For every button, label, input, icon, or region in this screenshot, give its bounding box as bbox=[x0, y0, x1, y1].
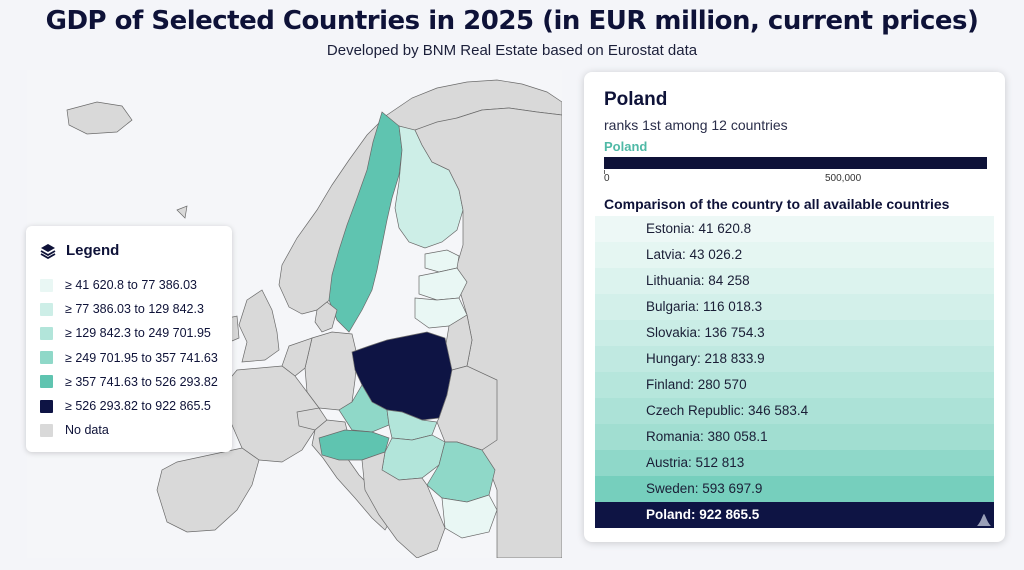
legend-box: Legend ≥ 41 620.8 to 77 386.03 ≥ 77 386.0… bbox=[26, 226, 232, 452]
country-latvia[interactable] bbox=[418, 267, 468, 301]
comparison-row[interactable]: Poland: 922 865.5 bbox=[595, 502, 994, 528]
legend-label: ≥ 249 701.95 to 357 741.63 bbox=[65, 350, 218, 365]
country-sweden[interactable] bbox=[328, 111, 403, 333]
legend-title: Legend bbox=[66, 242, 120, 259]
legend-swatch bbox=[40, 278, 53, 292]
page-title: GDP of Selected Countries in 2025 (in EU… bbox=[45, 6, 979, 36]
region-balkans bbox=[361, 451, 446, 558]
comparison-list[interactable]: Estonia: 41 620.8 Latvia: 43 026.2 Lithuan… bbox=[595, 216, 994, 528]
bar-label: Poland bbox=[604, 139, 648, 154]
legend-item: ≥ 41 620.8 to 77 386.03 bbox=[40, 278, 197, 292]
country-germany bbox=[304, 331, 358, 411]
country-info-panel: Poland ranks 1st among 12 countries Pola… bbox=[584, 72, 1005, 542]
legend-label: ≥ 526 293.82 to 922 865.5 bbox=[65, 399, 211, 413]
comparison-row[interactable]: Finland: 280 570 bbox=[595, 372, 994, 398]
island-svalbard bbox=[176, 205, 188, 219]
country-bulgaria[interactable] bbox=[441, 494, 498, 539]
comparison-row[interactable]: Hungary: 218 833.9 bbox=[595, 346, 994, 372]
comparison-row[interactable]: Bulgaria: 116 018.3 bbox=[595, 294, 994, 320]
country-uk bbox=[238, 289, 280, 363]
legend-label: No data bbox=[65, 423, 109, 438]
country-denmark bbox=[314, 301, 338, 333]
comparison-row[interactable]: Czech Republic: 346 583.4 bbox=[595, 398, 994, 424]
comparison-row[interactable]: Estonia: 41 620.8 bbox=[595, 216, 994, 242]
comparison-title: Comparison of the country to all availab… bbox=[604, 196, 950, 212]
country-spain bbox=[156, 447, 260, 533]
legend-swatch bbox=[40, 302, 53, 316]
legend-swatch bbox=[40, 375, 53, 389]
country-benelux bbox=[281, 337, 313, 377]
legend-label: ≥ 357 741.63 to 526 293.82 bbox=[65, 374, 218, 389]
country-iceland bbox=[66, 101, 133, 135]
legend-label: ≥ 129 842.3 to 249 701.95 bbox=[65, 326, 211, 341]
legend-item: ≥ 129 842.3 to 249 701.95 bbox=[40, 326, 211, 340]
legend-swatch bbox=[40, 351, 53, 365]
legend-item: ≥ 77 386.03 to 129 842.3 bbox=[40, 302, 204, 316]
rank-text: ranks 1st among 12 countries bbox=[604, 117, 788, 133]
legend-item: No data bbox=[40, 423, 109, 437]
comparison-row[interactable]: Slovakia: 136 754.3 bbox=[595, 320, 994, 346]
comparison-row[interactable]: Lithuania: 84 258 bbox=[595, 268, 994, 294]
legend-swatch bbox=[40, 326, 53, 340]
comparison-row[interactable]: Romania: 380 058.1 bbox=[595, 424, 994, 450]
comparison-row[interactable]: Latvia: 43 026.2 bbox=[595, 242, 994, 268]
bar-axis bbox=[604, 170, 988, 174]
comparison-row[interactable]: Sweden: 593 697.9 bbox=[595, 476, 994, 502]
legend-item: ≥ 526 293.82 to 922 865.5 bbox=[40, 399, 211, 413]
europe-map[interactable] bbox=[27, 70, 562, 558]
layers-icon bbox=[40, 243, 56, 259]
legend-swatch bbox=[40, 423, 53, 437]
gdp-bar bbox=[604, 157, 987, 169]
legend-swatch bbox=[40, 399, 53, 413]
tick-label-0: 0 bbox=[604, 173, 610, 184]
legend-label: ≥ 77 386.03 to 129 842.3 bbox=[65, 302, 204, 317]
legend-item: ≥ 357 741.63 to 526 293.82 bbox=[40, 375, 218, 389]
comparison-row[interactable]: Austria: 512 813 bbox=[595, 450, 994, 476]
legend-header: Legend bbox=[40, 242, 119, 259]
selected-country-name: Poland bbox=[604, 89, 668, 110]
tick-label-1: 500,000 bbox=[825, 173, 862, 184]
scroll-indicator-icon[interactable] bbox=[977, 512, 991, 526]
legend-label: ≥ 41 620.8 to 77 386.03 bbox=[65, 278, 197, 292]
page-subtitle: Developed by BNM Real Estate based on Eu… bbox=[326, 42, 698, 59]
legend-item: ≥ 249 701.95 to 357 741.63 bbox=[40, 351, 218, 365]
